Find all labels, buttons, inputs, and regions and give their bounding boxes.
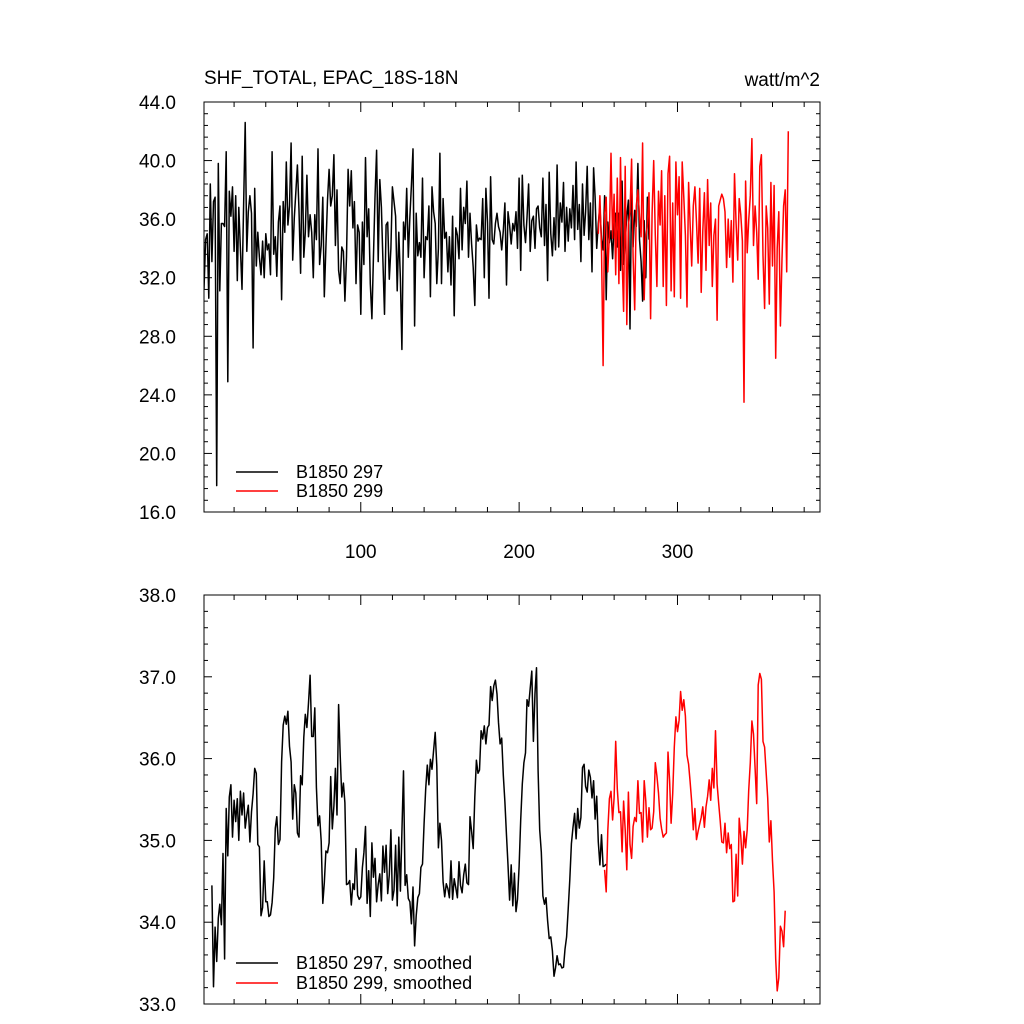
x-tick-label: 200 xyxy=(503,542,535,563)
legend-label: B1850 299 xyxy=(296,481,383,501)
y-tick-label: 16.0 xyxy=(139,503,176,524)
y-tick-label: 20.0 xyxy=(139,444,176,465)
y-tick-label: 28.0 xyxy=(139,327,176,348)
bottom-panel: 38.0 37.0 36.0 35.0 34.0 33.0 B1850 297, smoot… xyxy=(139,586,821,1016)
plot-frame xyxy=(203,594,821,1005)
x-tick-label: 300 xyxy=(662,542,694,563)
y-tick-label: 33.0 xyxy=(139,995,176,1016)
plot-frame xyxy=(203,101,821,513)
y-tick-label: 34.0 xyxy=(139,913,176,934)
legend-label: B1850 297, smoothed xyxy=(296,953,472,973)
top-panel: 44.0 40.0 36.0 32.0 28.0 24.0 20.0 16.0 100 200 30… xyxy=(139,68,821,563)
y-tick-label: 32.0 xyxy=(139,269,176,290)
legend-label: B1850 299, smoothed xyxy=(296,973,472,993)
series-line-b1850-297-smoothed xyxy=(211,667,607,988)
y-tick-label: 38.0 xyxy=(139,586,176,607)
y-tick-label: 35.0 xyxy=(139,831,176,852)
series-line-b1850-299-smoothed xyxy=(603,672,786,992)
x-tick-label: 100 xyxy=(345,542,377,563)
chart-title: SHF_TOTAL, EPAC_18S-18N xyxy=(204,68,459,89)
units-label: watt/m^2 xyxy=(744,70,820,91)
legend-label: B1850 297 xyxy=(296,462,383,482)
series-line-b1850-297 xyxy=(204,121,650,487)
y-tick-label: 37.0 xyxy=(139,668,176,689)
y-tick-label: 24.0 xyxy=(139,386,176,407)
y-tick-label: 36.0 xyxy=(139,210,176,231)
y-tick-label: 44.0 xyxy=(139,93,176,114)
y-tick-label: 36.0 xyxy=(139,750,176,771)
series-line-b1850-299 xyxy=(597,131,790,403)
y-tick-label: 40.0 xyxy=(139,152,176,173)
